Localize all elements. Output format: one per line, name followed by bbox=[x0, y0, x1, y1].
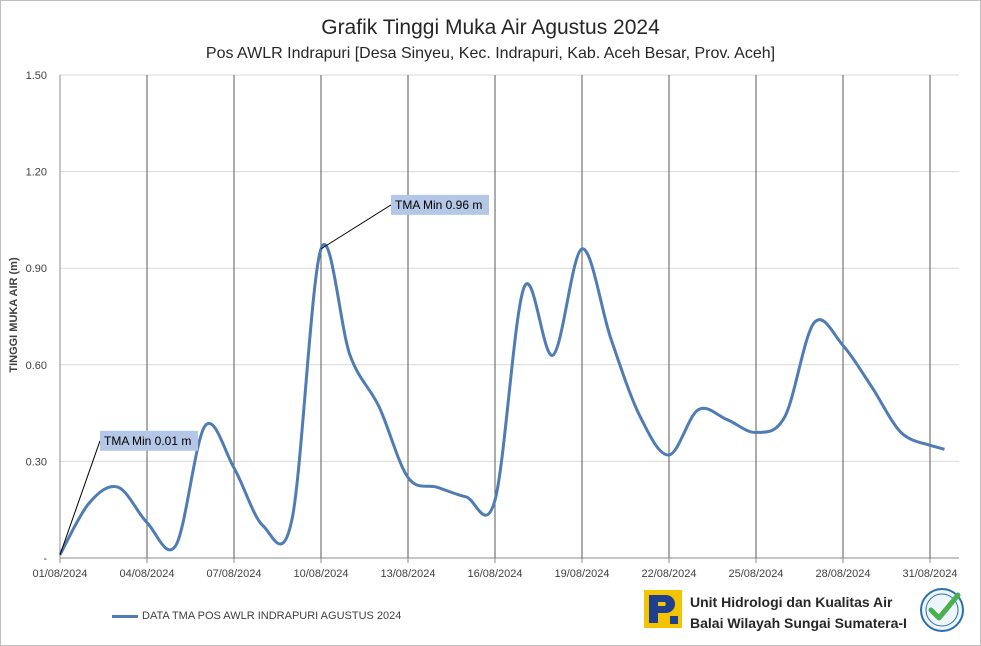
y-tick-label: 1.50 bbox=[26, 70, 47, 82]
x-tick-label: 01/08/2024 bbox=[32, 568, 87, 580]
y-tick-label: 0.30 bbox=[26, 456, 47, 468]
callout-box bbox=[391, 194, 489, 215]
x-tick-label: 22/08/2024 bbox=[641, 568, 696, 580]
callout-leader bbox=[320, 204, 392, 250]
org-line-1: Unit Hidrologi dan Kualitas Air bbox=[690, 594, 893, 610]
series-line bbox=[58, 243, 945, 556]
x-tick-label: 28/08/2024 bbox=[815, 568, 870, 580]
x-tick-labels: 01/08/2024 04/08/2024 07/08/2024 10/08/2024… bbox=[32, 568, 957, 580]
y-tick-labels: - 0.30 0.60 0.90 1.20 1.50 bbox=[26, 70, 48, 565]
pupr-logo-icon bbox=[644, 590, 682, 628]
legend-swatch bbox=[112, 614, 138, 618]
x-tick-label: 07/08/2024 bbox=[206, 568, 261, 580]
x-tick-label: 04/08/2024 bbox=[119, 568, 174, 580]
organization-name: Unit Hidrologi dan Kualitas Air Balai Wi… bbox=[690, 592, 907, 634]
x-tick-label: 10/08/2024 bbox=[293, 568, 348, 580]
x-tick-label: 19/08/2024 bbox=[554, 568, 609, 580]
y-tick-label: 1.20 bbox=[26, 167, 47, 179]
x-tick-label: 31/08/2024 bbox=[902, 568, 957, 580]
callout-label: TMA Min 0.96 m bbox=[395, 198, 482, 212]
chart-subtitle: Pos AWLR Indrapuri [Desa Sinyeu, Kec. In… bbox=[205, 45, 776, 62]
org-line-2: Balai Wilayah Sungai Sumatera-I bbox=[690, 615, 907, 631]
chart-title: Grafik Tinggi Muka Air Agustus 2024 bbox=[321, 16, 660, 39]
legend: DATA TMA POS AWLR INDRAPURI AGUSTUS 2024 bbox=[112, 610, 401, 622]
callout-label: TMA Min 0.01 m bbox=[104, 434, 191, 448]
gridlines bbox=[59, 74, 959, 563]
callout-box bbox=[100, 430, 198, 451]
iso-certified-badge-icon bbox=[920, 588, 964, 632]
series-points bbox=[59, 248, 931, 555]
x-tick-label: 25/08/2024 bbox=[728, 568, 783, 580]
annotations: TMA Min 0.01 m TMA Min 0.96 m bbox=[59, 194, 489, 555]
y-tick-label: - bbox=[43, 553, 47, 565]
y-tick-label: 0.60 bbox=[26, 360, 47, 372]
legend-label: DATA TMA POS AWLR INDRAPURI AGUSTUS 2024 bbox=[142, 610, 402, 622]
callout-leader bbox=[59, 440, 101, 555]
x-tick-label: 13/08/2024 bbox=[380, 568, 435, 580]
x-tick-label: 16/08/2024 bbox=[467, 568, 522, 580]
y-tick-label: 0.90 bbox=[26, 263, 47, 275]
